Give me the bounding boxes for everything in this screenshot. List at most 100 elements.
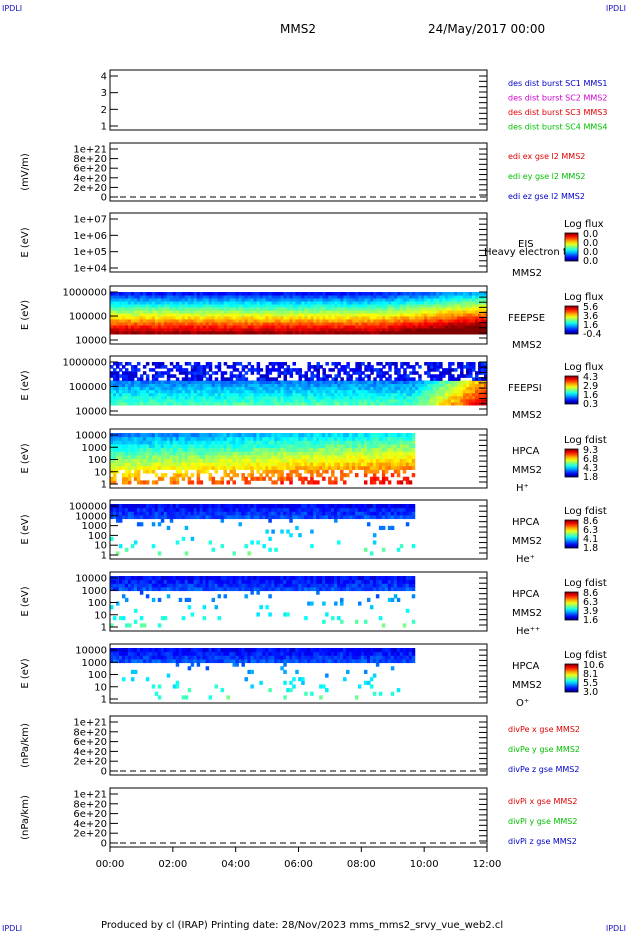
spectrogram-cell: [241, 331, 246, 335]
spectrogram-cell: [253, 325, 258, 329]
spectrogram-cell: [151, 389, 156, 394]
spectrogram-cell: [325, 307, 329, 311]
spectrogram-cell: [202, 465, 207, 470]
spectrogram-cell: [466, 310, 470, 314]
spectrogram-cell: [460, 398, 464, 403]
spectrogram-cell: [235, 295, 240, 299]
spectrogram-cell: [448, 322, 452, 326]
spectrogram-cell: [208, 395, 213, 400]
spectrogram-cell: [376, 307, 380, 311]
spectrogram-cell: [481, 298, 485, 302]
spectrogram-cell: [367, 401, 371, 406]
spectrogram-cell: [169, 331, 174, 335]
spectrogram-cell: [307, 436, 311, 441]
spectrogram-cell: [310, 514, 314, 520]
spectrogram-cell: [226, 328, 231, 332]
spectrogram-cell: [304, 313, 308, 317]
spectrogram-cell: [175, 331, 180, 335]
spectrogram-cell: [337, 292, 341, 296]
spectrogram-cell: [442, 371, 446, 375]
spectrogram-cell: [363, 433, 368, 438]
spectrogram-cell: [190, 392, 195, 397]
spectrogram-cell: [343, 325, 347, 329]
spectrogram-cell: [277, 328, 282, 332]
spectrogram-cell: [127, 514, 132, 520]
spectrogram-cell: [250, 395, 255, 400]
spectrogram-cell: [411, 436, 416, 441]
spectrogram-cell: [259, 310, 264, 314]
spectrogram-cell: [208, 507, 213, 512]
spectrogram-cell: [205, 436, 210, 441]
spectrogram-cell: [181, 514, 186, 520]
spectrogram-cell: [292, 313, 297, 317]
spectrogram-cell: [361, 316, 365, 320]
spectrogram-cell: [361, 389, 365, 394]
spectrogram-cell: [406, 322, 410, 326]
spectrogram-cell: [457, 322, 461, 326]
spectrogram-cell: [442, 307, 446, 311]
spectrogram-cell: [385, 328, 389, 332]
spectrogram-cell: [238, 310, 243, 314]
spectrogram-cell: [376, 401, 380, 406]
spectrogram-cell: [256, 395, 261, 400]
spectrogram-cell: [196, 319, 201, 323]
spectrogram-cell: [220, 447, 225, 452]
spectrogram-cell: [427, 328, 431, 332]
spectrogram-cell: [196, 368, 201, 372]
spectrogram-cell: [274, 547, 278, 552]
spectrogram-cell: [472, 389, 476, 394]
spectrogram-cell: [148, 401, 153, 406]
spectrogram-cell: [316, 443, 320, 449]
spectrogram-cell: [475, 383, 479, 388]
spectrogram-cell: [166, 507, 171, 512]
spectrogram-cell: [247, 462, 251, 467]
spectrogram-cell: [169, 433, 174, 438]
spectrogram-cell: [307, 362, 311, 366]
spectrogram-cell: [418, 292, 422, 296]
spectrogram-cell: [226, 401, 231, 406]
spectrogram-cell: [430, 398, 434, 403]
spectrogram-cell: [208, 383, 213, 388]
spectrogram-cell: [274, 401, 279, 406]
spectrogram-cell: [310, 383, 314, 388]
spectrogram-cell: [112, 480, 117, 485]
spectrogram-cell: [378, 443, 383, 449]
spectrogram-cell: [400, 325, 404, 329]
spectrogram-cell: [214, 458, 219, 463]
spectrogram-cell: [433, 307, 437, 311]
spectrogram-cell: [229, 301, 234, 305]
spectrogram-cell: [169, 401, 174, 406]
spectrogram-cell: [378, 436, 383, 441]
spectrogram-cell: [121, 454, 126, 459]
spectrogram-cell: [304, 316, 308, 320]
spectrogram-cell: [121, 436, 126, 441]
spectrogram-cell: [355, 307, 359, 311]
spectrogram-cell: [115, 371, 120, 375]
spectrogram-cell: [112, 374, 117, 378]
spectrogram-cell: [112, 301, 117, 305]
spectrogram-cell: [283, 389, 288, 394]
spectrogram-cell: [196, 401, 201, 406]
spectrogram-cell: [325, 458, 329, 463]
spectrogram-cell: [175, 319, 180, 323]
spectrogram-cell: [268, 469, 272, 474]
spectrogram-cell: [115, 389, 120, 394]
spectrogram-cell: [346, 443, 350, 449]
spectrogram-cell: [241, 451, 245, 456]
spectrogram-cell: [316, 458, 320, 463]
spectrogram-cell: [436, 331, 440, 335]
spectrogram-cell: [130, 365, 135, 369]
spectrogram-cell: [271, 328, 276, 332]
spectrogram-cell: [256, 511, 260, 516]
spectrogram-cell: [280, 469, 284, 474]
spectrogram-cell: [133, 374, 138, 378]
spectrogram-cell: [298, 301, 302, 305]
spectrogram-cell: [316, 380, 320, 384]
spectrogram-cell: [408, 454, 413, 459]
spectrogram-cell: [154, 319, 159, 323]
spectrogram-cell: [226, 507, 231, 512]
spectrogram-cell: [364, 295, 368, 299]
spectrogram-cell: [454, 392, 458, 397]
spectrogram-cell: [478, 395, 482, 400]
spectrogram-cell: [142, 316, 147, 320]
